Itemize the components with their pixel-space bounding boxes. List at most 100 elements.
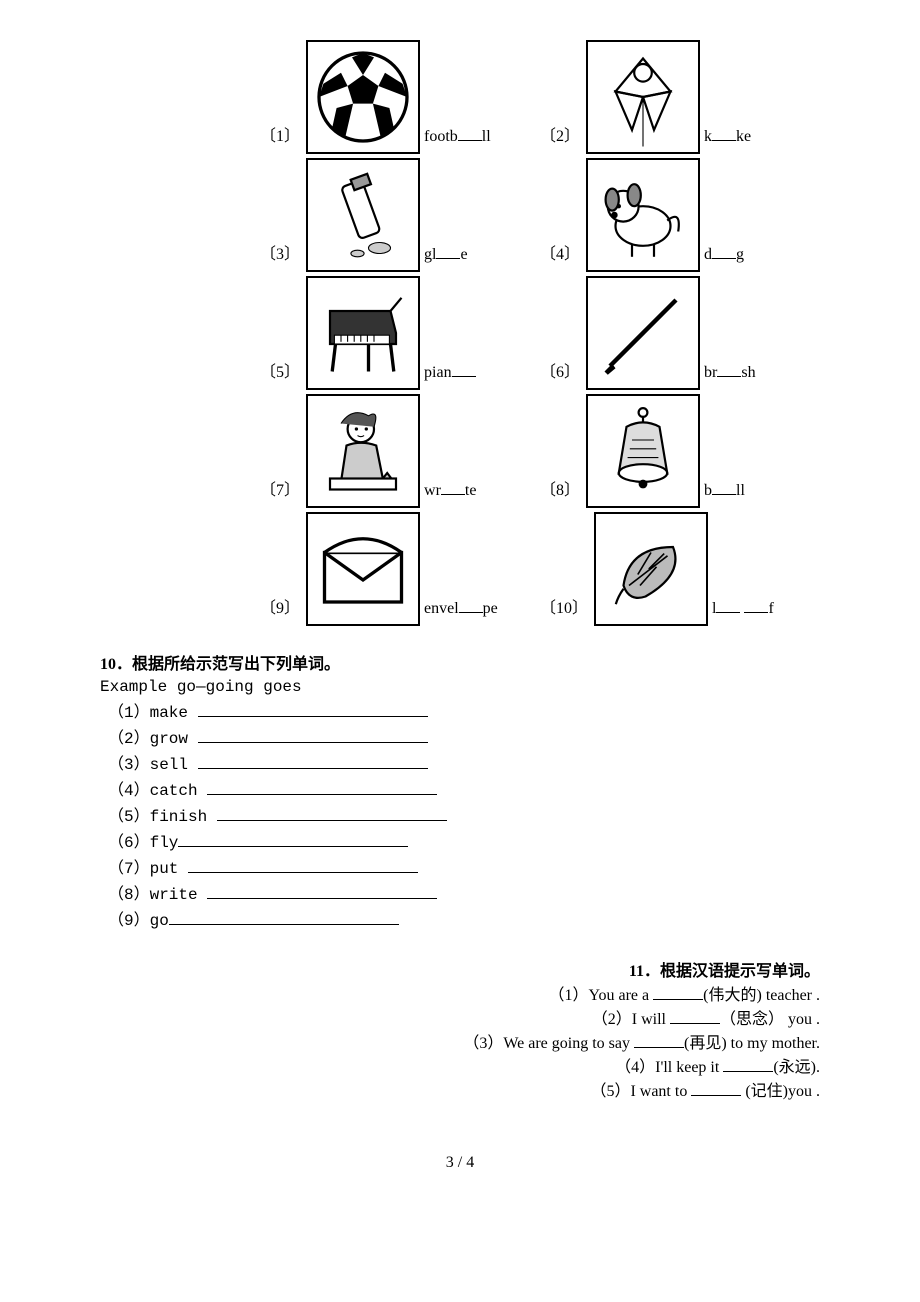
fill-blank[interactable] [207, 884, 437, 899]
word-pre: footb [424, 128, 458, 145]
q10-title: 10．根据所给示范写出下列单词。 [100, 650, 820, 674]
q11-pre: （2）I will [592, 1011, 670, 1028]
brush-icon [586, 276, 700, 390]
q11-line: （2）I will （思念） you . [100, 1008, 820, 1032]
word-fragment: gle [424, 244, 468, 272]
fill-blank[interactable] [207, 780, 437, 795]
fill-blank[interactable] [198, 702, 428, 717]
q10-item: （4）catch [108, 776, 820, 800]
item-number: 〔1〕 [260, 122, 300, 154]
word-pre: br [704, 364, 717, 381]
grid-cell: 〔6〕 br sh [540, 276, 820, 390]
q10-item: （2）grow [108, 724, 820, 748]
q11-hint: (记住) [741, 1083, 788, 1100]
word-fragment: dg [704, 244, 744, 272]
q11-post: . [816, 1059, 820, 1076]
word-post: ll [736, 482, 745, 499]
grid-row: 〔9〕 envelpe 〔10〕 l f [260, 512, 820, 626]
q10-example: Example go—going goes [100, 678, 820, 696]
q10-item-text: （6）fly [108, 834, 178, 852]
fill-blank[interactable] [217, 806, 447, 821]
fill-blank[interactable] [634, 1033, 684, 1048]
q11-pre: （3）We are going to say [463, 1035, 634, 1052]
fill-blank[interactable] [717, 362, 741, 377]
grid-cell: 〔7〕 wr te [260, 394, 540, 508]
grid-row: 〔5〕 pian 〔6〕 br sh [260, 276, 820, 390]
q11-post: you . [784, 1011, 820, 1028]
word-post: ke [736, 128, 751, 145]
q10-item-text: （5）finish [108, 808, 217, 826]
fill-blank[interactable] [712, 126, 736, 141]
q11-block: 11．根据汉语提示写单词。 （1）You are a (伟大的) teacher… [100, 960, 820, 1104]
word-pre: wr [424, 482, 441, 499]
fill-blank[interactable] [653, 985, 703, 1000]
grid-cell: 〔4〕 dg [540, 158, 820, 272]
word-pre: b [704, 482, 712, 499]
q11-post: you . [788, 1083, 820, 1100]
dog-icon [586, 158, 700, 272]
q10-item: （7）put [108, 854, 820, 878]
fill-blank[interactable] [436, 244, 460, 259]
item-number: 〔6〕 [540, 358, 580, 390]
word-post: e [460, 246, 467, 263]
q11-post: teacher . [762, 987, 820, 1004]
fill-blank[interactable] [670, 1009, 720, 1024]
fill-blank[interactable] [712, 480, 736, 495]
football-icon [306, 40, 420, 154]
glue-icon [306, 158, 420, 272]
fill-blank[interactable] [723, 1057, 773, 1072]
word-pre: d [704, 246, 712, 263]
fill-blank[interactable] [198, 754, 428, 769]
q10-item-text: （1）make [108, 704, 198, 722]
fill-blank[interactable] [716, 598, 740, 613]
fill-blank[interactable] [691, 1081, 741, 1096]
fill-blank[interactable] [459, 598, 483, 613]
word-post: g [736, 246, 744, 263]
grid-cell: 〔3〕 gle [260, 158, 540, 272]
word-fragment: br sh [704, 362, 756, 390]
fill-blank[interactable] [712, 244, 736, 259]
q11-hint: （思念） [720, 1011, 784, 1028]
grid-cell: 〔10〕 l f [540, 512, 820, 626]
fill-blank[interactable] [744, 598, 768, 613]
item-number: 〔4〕 [540, 240, 580, 272]
fill-blank[interactable] [198, 728, 428, 743]
q11-pre: （5）I want to [590, 1083, 691, 1100]
q11-pre: （1）You are a [549, 987, 654, 1004]
word-fragment: footbll [424, 126, 491, 154]
word-post: sh [741, 364, 755, 381]
envelope-icon [306, 512, 420, 626]
fill-blank[interactable] [169, 910, 399, 925]
page-footer: 3 / 4 [100, 1154, 820, 1172]
kite-icon [586, 40, 700, 154]
word-fragment: envelpe [424, 598, 498, 626]
q10-item: （9）go [108, 906, 820, 930]
fill-blank[interactable] [178, 832, 408, 847]
piano-icon [306, 276, 420, 390]
word-fragment: b ll [704, 480, 745, 508]
bell-icon [586, 394, 700, 508]
word-fragment: wr te [424, 480, 476, 508]
fill-blank[interactable] [458, 126, 482, 141]
picture-word-grid: 〔1〕 footbll 〔2〕 kke 〔3〕 gle 〔4〕 [260, 40, 820, 626]
fill-blank[interactable] [452, 362, 476, 377]
word-pre: envel [424, 600, 459, 617]
q10-item: （6）fly [108, 828, 820, 852]
item-number: 〔3〕 [260, 240, 300, 272]
fill-blank[interactable] [441, 480, 465, 495]
q11-line: （3）We are going to say (再见) to my mother… [100, 1032, 820, 1056]
item-number: 〔10〕 [540, 594, 588, 626]
write-icon [306, 394, 420, 508]
q10-item: （8）write [108, 880, 820, 904]
grid-cell: 〔2〕 kke [540, 40, 820, 154]
q11-line: （1）You are a (伟大的) teacher . [100, 984, 820, 1008]
item-number: 〔7〕 [260, 476, 300, 508]
grid-cell: 〔5〕 pian [260, 276, 540, 390]
q11-hint: (伟大的) [703, 987, 762, 1004]
grid-cell: 〔9〕 envelpe [260, 512, 540, 626]
q10-item-text: （2）grow [108, 730, 198, 748]
fill-blank[interactable] [188, 858, 418, 873]
word-fragment: l f [712, 598, 774, 626]
word-post: te [465, 482, 477, 499]
q11-line: （5）I want to (记住)you . [100, 1080, 820, 1104]
